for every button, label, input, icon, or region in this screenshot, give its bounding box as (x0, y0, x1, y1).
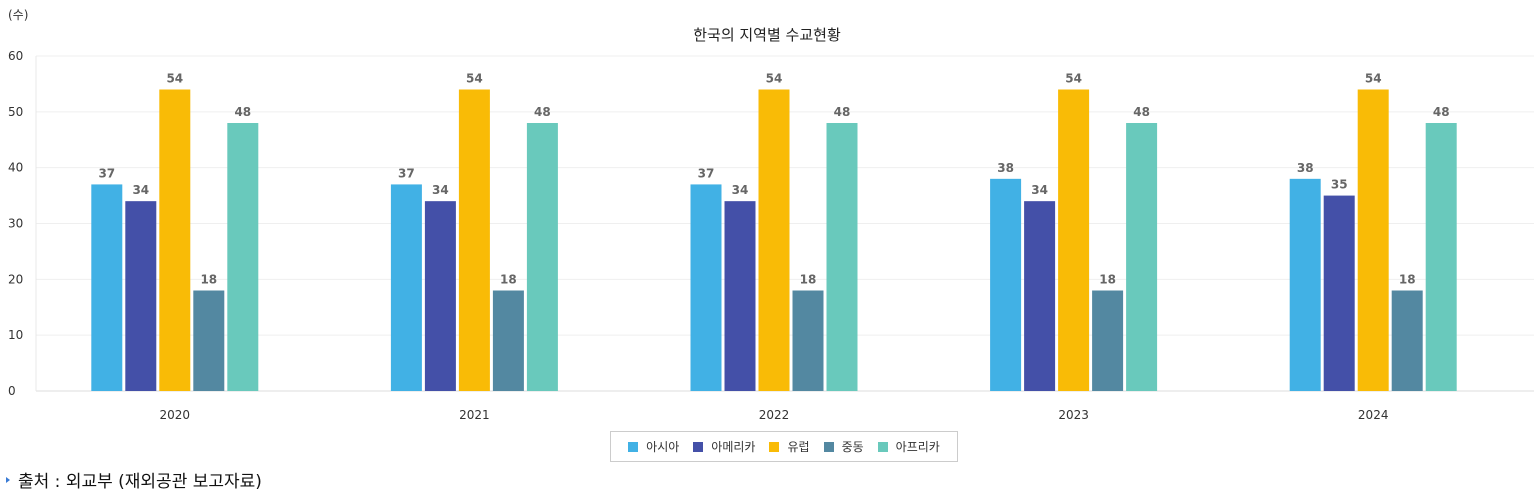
bar (193, 290, 225, 391)
bar (159, 89, 191, 391)
bar (990, 178, 1022, 391)
y-axis-ticks: 0 10 20 30 40 50 60 (8, 49, 23, 398)
legend-label: 유럽 (787, 440, 810, 454)
legend-swatch (877, 441, 888, 452)
x-tick-label: 2021 (459, 408, 490, 422)
bar (1391, 290, 1423, 391)
data-label: 18 (1399, 273, 1416, 287)
x-tick-label: 2022 (759, 408, 790, 422)
data-label: 37 (98, 166, 115, 180)
legend: 아시아 아메리카 유럽 중동 아프리카 (610, 431, 958, 462)
bar (227, 123, 259, 391)
data-label: 54 (1065, 72, 1082, 86)
legend-item[interactable]: 유럽 (769, 438, 810, 455)
legend-item[interactable]: 아시아 (628, 438, 679, 455)
data-label: 18 (1099, 273, 1116, 287)
data-label: 34 (732, 183, 749, 197)
bar (91, 184, 123, 391)
legend-item[interactable]: 아메리카 (693, 438, 755, 455)
chart-title: 한국의 지역별 수교현황 (693, 26, 841, 44)
bar (1024, 201, 1056, 391)
legend-swatch (769, 441, 780, 452)
bar (492, 290, 524, 391)
y-tick-label: 50 (8, 105, 23, 119)
legend-label: 아메리카 (711, 440, 756, 454)
grid-lines (35, 55, 1534, 392)
source-note: 출처 : 외교부 (재외공관 보고자료) (6, 467, 262, 492)
bar (792, 290, 824, 391)
data-label: 18 (200, 273, 217, 287)
value-labels: 37 34 54 18 48 37 34 54 18 48 37 34 54 18 48 38 34 54 18 48… (98, 72, 1449, 287)
bar (724, 201, 756, 391)
x-tick-label: 2023 (1058, 408, 1089, 422)
data-label: 34 (132, 183, 149, 197)
y-axis-unit-label: (수) (8, 8, 29, 22)
legend-label: 아시아 (646, 440, 680, 454)
data-label: 48 (834, 105, 851, 119)
data-label: 54 (766, 72, 783, 86)
data-label: 34 (1031, 183, 1048, 197)
bar (1425, 123, 1457, 391)
legend-swatch (693, 441, 704, 452)
data-label: 48 (534, 105, 551, 119)
bar (424, 201, 456, 391)
bar (458, 89, 490, 391)
bar (690, 184, 722, 391)
y-tick-label: 0 (8, 384, 16, 398)
data-label: 48 (1433, 105, 1450, 119)
bar (125, 201, 157, 391)
legend-item[interactable]: 아프리카 (877, 438, 940, 455)
y-tick-label: 10 (8, 328, 23, 342)
data-label: 18 (800, 273, 817, 287)
bar (758, 89, 790, 391)
bar (526, 123, 558, 391)
source-text: 출처 : 외교부 (재외공관 보고자료) (18, 472, 262, 492)
data-label: 35 (1331, 178, 1348, 192)
bar (390, 184, 422, 391)
bullet-icon (6, 476, 10, 483)
bar (1323, 195, 1355, 391)
x-axis-ticks: 2020 2021 2022 2023 2024 (160, 408, 1389, 422)
y-tick-label: 40 (8, 161, 23, 175)
data-label: 38 (997, 161, 1014, 175)
data-label: 38 (1297, 161, 1314, 175)
data-label: 48 (1133, 105, 1150, 119)
data-label: 34 (432, 183, 449, 197)
y-tick-label: 20 (8, 272, 23, 286)
data-label: 18 (500, 273, 517, 287)
y-tick-label: 30 (8, 217, 23, 231)
legend-swatch (823, 441, 834, 452)
legend-item[interactable]: 중동 (823, 438, 864, 455)
bar-chart: 0 10 20 30 40 50 60 37 34 54 18 48 37 34 54 18 48 37 34 54… (8, 49, 1534, 422)
y-tick-label: 60 (8, 49, 23, 63)
data-label: 54 (1365, 72, 1382, 86)
bar (1058, 89, 1090, 391)
legend-label: 중동 (841, 440, 864, 454)
data-label: 54 (166, 72, 183, 86)
bar (1289, 178, 1321, 391)
bars (91, 89, 1457, 391)
x-tick-label: 2020 (160, 408, 191, 422)
data-label: 48 (234, 105, 251, 119)
legend-swatch (628, 441, 639, 452)
bar (1357, 89, 1389, 391)
data-label: 37 (698, 166, 715, 180)
x-tick-label: 2024 (1358, 408, 1389, 422)
bar (826, 123, 858, 391)
bar (1092, 290, 1124, 391)
data-label: 37 (398, 166, 415, 180)
bar (1126, 123, 1158, 391)
data-label: 54 (466, 72, 483, 86)
legend-label: 아프리카 (895, 440, 940, 454)
